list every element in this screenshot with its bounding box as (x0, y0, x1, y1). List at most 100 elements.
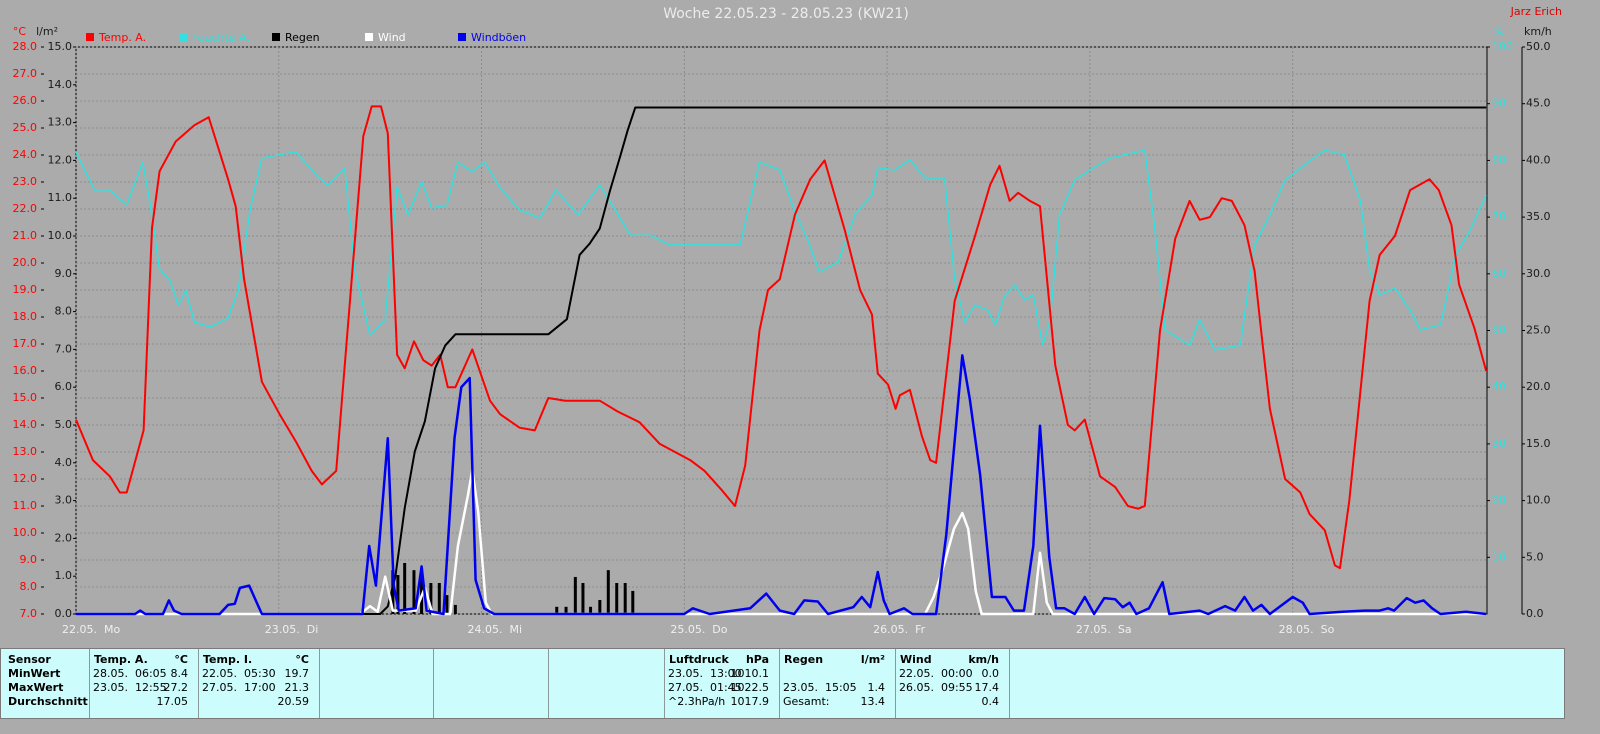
legend-swatch (86, 33, 94, 41)
y-tick-label: 11.0 (13, 499, 38, 512)
column-unit: hPa (745, 653, 769, 666)
y-tick-label: 25.0 (13, 121, 38, 134)
y-tick-label: 35.0 (1526, 210, 1551, 223)
y-tick-label: 20.0 (1526, 380, 1551, 393)
y-tick-label: 100 (1492, 40, 1513, 53)
x-tick-label: 28.05. So (1279, 623, 1335, 636)
rain-bar (453, 604, 457, 614)
chart: Woche 22.05.23 - 28.05.23 (KW21) Jarz Er… (13, 5, 1563, 636)
cell-text: 27.05. 17:00 (202, 681, 276, 694)
row-label: Durchschnitt (8, 695, 88, 708)
row-label: Sensor (8, 653, 51, 666)
legend-swatch (458, 33, 466, 41)
y-tick-label: 60 (1492, 267, 1506, 280)
x-tick-label: 25.05. Do (670, 623, 727, 636)
rain-bar (396, 575, 400, 614)
y-tick-label: 26.0 (13, 94, 38, 107)
rain-bar (581, 583, 585, 614)
axis-unit: km/h (1524, 25, 1552, 38)
rain-bar (615, 583, 619, 614)
row-label: MinWert (8, 667, 61, 680)
legend-label: Windböen (471, 31, 526, 44)
y-tick-label: 27.0 (13, 67, 38, 80)
series-line (76, 468, 1487, 616)
cell-text: 28.05. 06:05 (93, 667, 167, 680)
axis-unit: l/m² (36, 25, 58, 38)
legend-label: Regen (285, 31, 320, 44)
y-tick-label: 9.0 (55, 267, 73, 280)
cell-value: 13.4 (860, 695, 886, 708)
cell-value: 17.4 (974, 681, 1000, 694)
column-separator (433, 649, 434, 718)
column-separator (319, 649, 320, 718)
column-unit: km/h (968, 653, 999, 666)
cell-value: 1022.5 (730, 681, 770, 694)
y-tick-label: 10 (1492, 550, 1506, 563)
axis-unit: °C (13, 25, 27, 38)
cell-value: 21.3 (284, 681, 310, 694)
y-tick-label: 10.0 (1526, 494, 1551, 507)
cell-value: 1017.9 (730, 695, 770, 708)
x-tick-label: 24.05. Mi (468, 623, 523, 636)
column-separator (779, 649, 780, 718)
cell-text: 26.05. 09:55 (899, 681, 973, 694)
y-tick-label: 15.0 (1526, 437, 1551, 450)
series-line (75, 105, 1488, 570)
y-tick-label: 15.0 (48, 40, 73, 53)
y-tick-label: 19.0 (13, 283, 38, 296)
y-tick-label: 8.0 (55, 305, 73, 318)
y-tick-label: 40 (1492, 380, 1506, 393)
y-tick-label: 50.0 (1526, 40, 1551, 53)
legend-label: Feuchte A. (192, 31, 250, 44)
rain-bar (445, 595, 449, 614)
y-tick-label: 16.0 (13, 364, 38, 377)
cell-text: 23.05. 15:05 (783, 681, 857, 694)
y-tick-label: 22.0 (13, 202, 38, 215)
y-tick-label: 40.0 (1526, 153, 1551, 166)
y-tick-label: 5.0 (55, 418, 73, 431)
x-tick-label: 23.05. Di (265, 623, 319, 636)
axis-unit: % (1494, 25, 1504, 38)
column-separator (89, 649, 90, 718)
author: Jarz Erich (1510, 5, 1562, 18)
cell-value: 27.2 (163, 681, 189, 694)
row-label: MaxWert (8, 681, 64, 694)
y-tick-label: 2.0 (55, 531, 73, 544)
cell-value: 19.7 (284, 667, 310, 680)
y-tick-label: 10.0 (48, 229, 73, 242)
rain-bar (420, 567, 424, 614)
y-tick-label: 6.0 (55, 380, 73, 393)
series-line (76, 106, 1487, 615)
cell-text: 23.05. 13:00 (668, 667, 742, 680)
column-separator (895, 649, 896, 718)
y-tick-label: 20 (1492, 494, 1506, 507)
cell-value: 1010.1 (730, 667, 770, 680)
legend-label: Temp. A. (98, 31, 146, 44)
legend-label: Wind (378, 31, 406, 44)
y-tick-label: 20.0 (13, 256, 38, 269)
cell-value: 17.05 (156, 695, 189, 708)
y-tick-label: 30 (1492, 437, 1506, 450)
rain-bar (606, 570, 610, 614)
cell-value: 0.0 (981, 667, 1000, 680)
y-tick-label: 9.0 (20, 553, 38, 566)
column-unit: °C (295, 653, 309, 666)
y-tick-label: 13.0 (48, 116, 73, 129)
y-tick-label: 3.0 (55, 494, 73, 507)
rain-bar (391, 570, 395, 614)
rain-bar (403, 562, 407, 614)
rain-bar (598, 600, 602, 614)
y-tick-label: 10.0 (13, 526, 38, 539)
y-tick-label: 18.0 (13, 310, 38, 323)
column-header: Luftdruck (669, 653, 729, 666)
cell-value: 0.4 (981, 695, 1000, 708)
y-tick-label: 7.0 (20, 607, 38, 620)
plot-frame (75, 46, 1488, 615)
y-tick-label: 17.0 (13, 337, 38, 350)
y-tick-label: 70 (1492, 210, 1506, 223)
y-tick-label: 4.0 (55, 456, 73, 469)
rain-bar (412, 570, 416, 614)
y-tick-label: 80 (1492, 153, 1506, 166)
